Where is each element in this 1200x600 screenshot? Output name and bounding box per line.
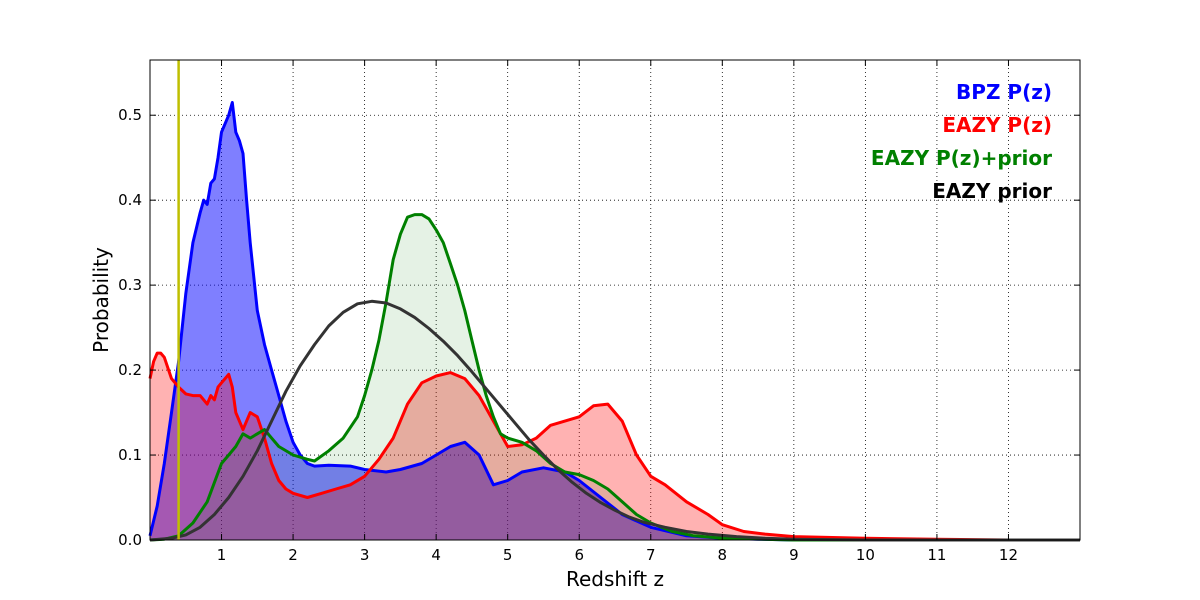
y-tick-label: 0.0: [118, 531, 142, 549]
grid-lines: [150, 60, 1080, 541]
series-line-2: [149, 213, 1080, 542]
x-tick-label: 6: [574, 546, 584, 564]
y-tick-label: 0.3: [118, 276, 142, 294]
x-tick-label: 11: [927, 546, 946, 564]
series-lines: [148, 101, 1080, 542]
legend-entry-2: EAZY P(z)+prior: [871, 146, 1052, 170]
y-tick-label: 0.2: [118, 361, 142, 379]
x-axis-title: Redshift z: [566, 567, 664, 591]
y-tick-label: 0.5: [118, 106, 142, 124]
y-tick-label: 0.4: [118, 191, 142, 209]
axis-ticks: 1 2 3 4 5 6 7 8 9 10 11 120.00.10.20.30.40.5: [118, 60, 1080, 564]
series-area-1: [150, 353, 1080, 540]
plot-frame: [149, 59, 1081, 541]
x-tick-label: 3: [360, 546, 370, 564]
y-tick-label: 0.1: [118, 446, 142, 464]
x-tick-label: 2: [288, 546, 298, 564]
legend-entry-3: EAZY prior: [932, 179, 1052, 203]
x-tick-label: 10: [856, 546, 875, 564]
series-line-1: [148, 351, 1080, 542]
x-tick-label: 8: [718, 546, 728, 564]
x-tick-label: 1: [217, 546, 227, 564]
series-line-3: [149, 299, 1080, 542]
x-tick-label: 9: [789, 546, 799, 564]
x-tick-label: 12: [999, 546, 1018, 564]
x-tick-label: 7: [646, 546, 656, 564]
x-tick-label: 5: [503, 546, 513, 564]
legend: BPZ P(z) EAZY P(z) EAZY P(z)+prior EAZY pri…: [871, 80, 1052, 203]
legend-entry-0: BPZ P(z): [956, 80, 1052, 104]
series-area-0: [150, 102, 1080, 540]
series-areas: [150, 102, 1080, 540]
y-axis-title: Probability: [89, 247, 113, 353]
x-tick-label: 4: [431, 546, 441, 564]
series-area-2: [150, 214, 1080, 540]
legend-entry-1: EAZY P(z): [942, 113, 1052, 137]
